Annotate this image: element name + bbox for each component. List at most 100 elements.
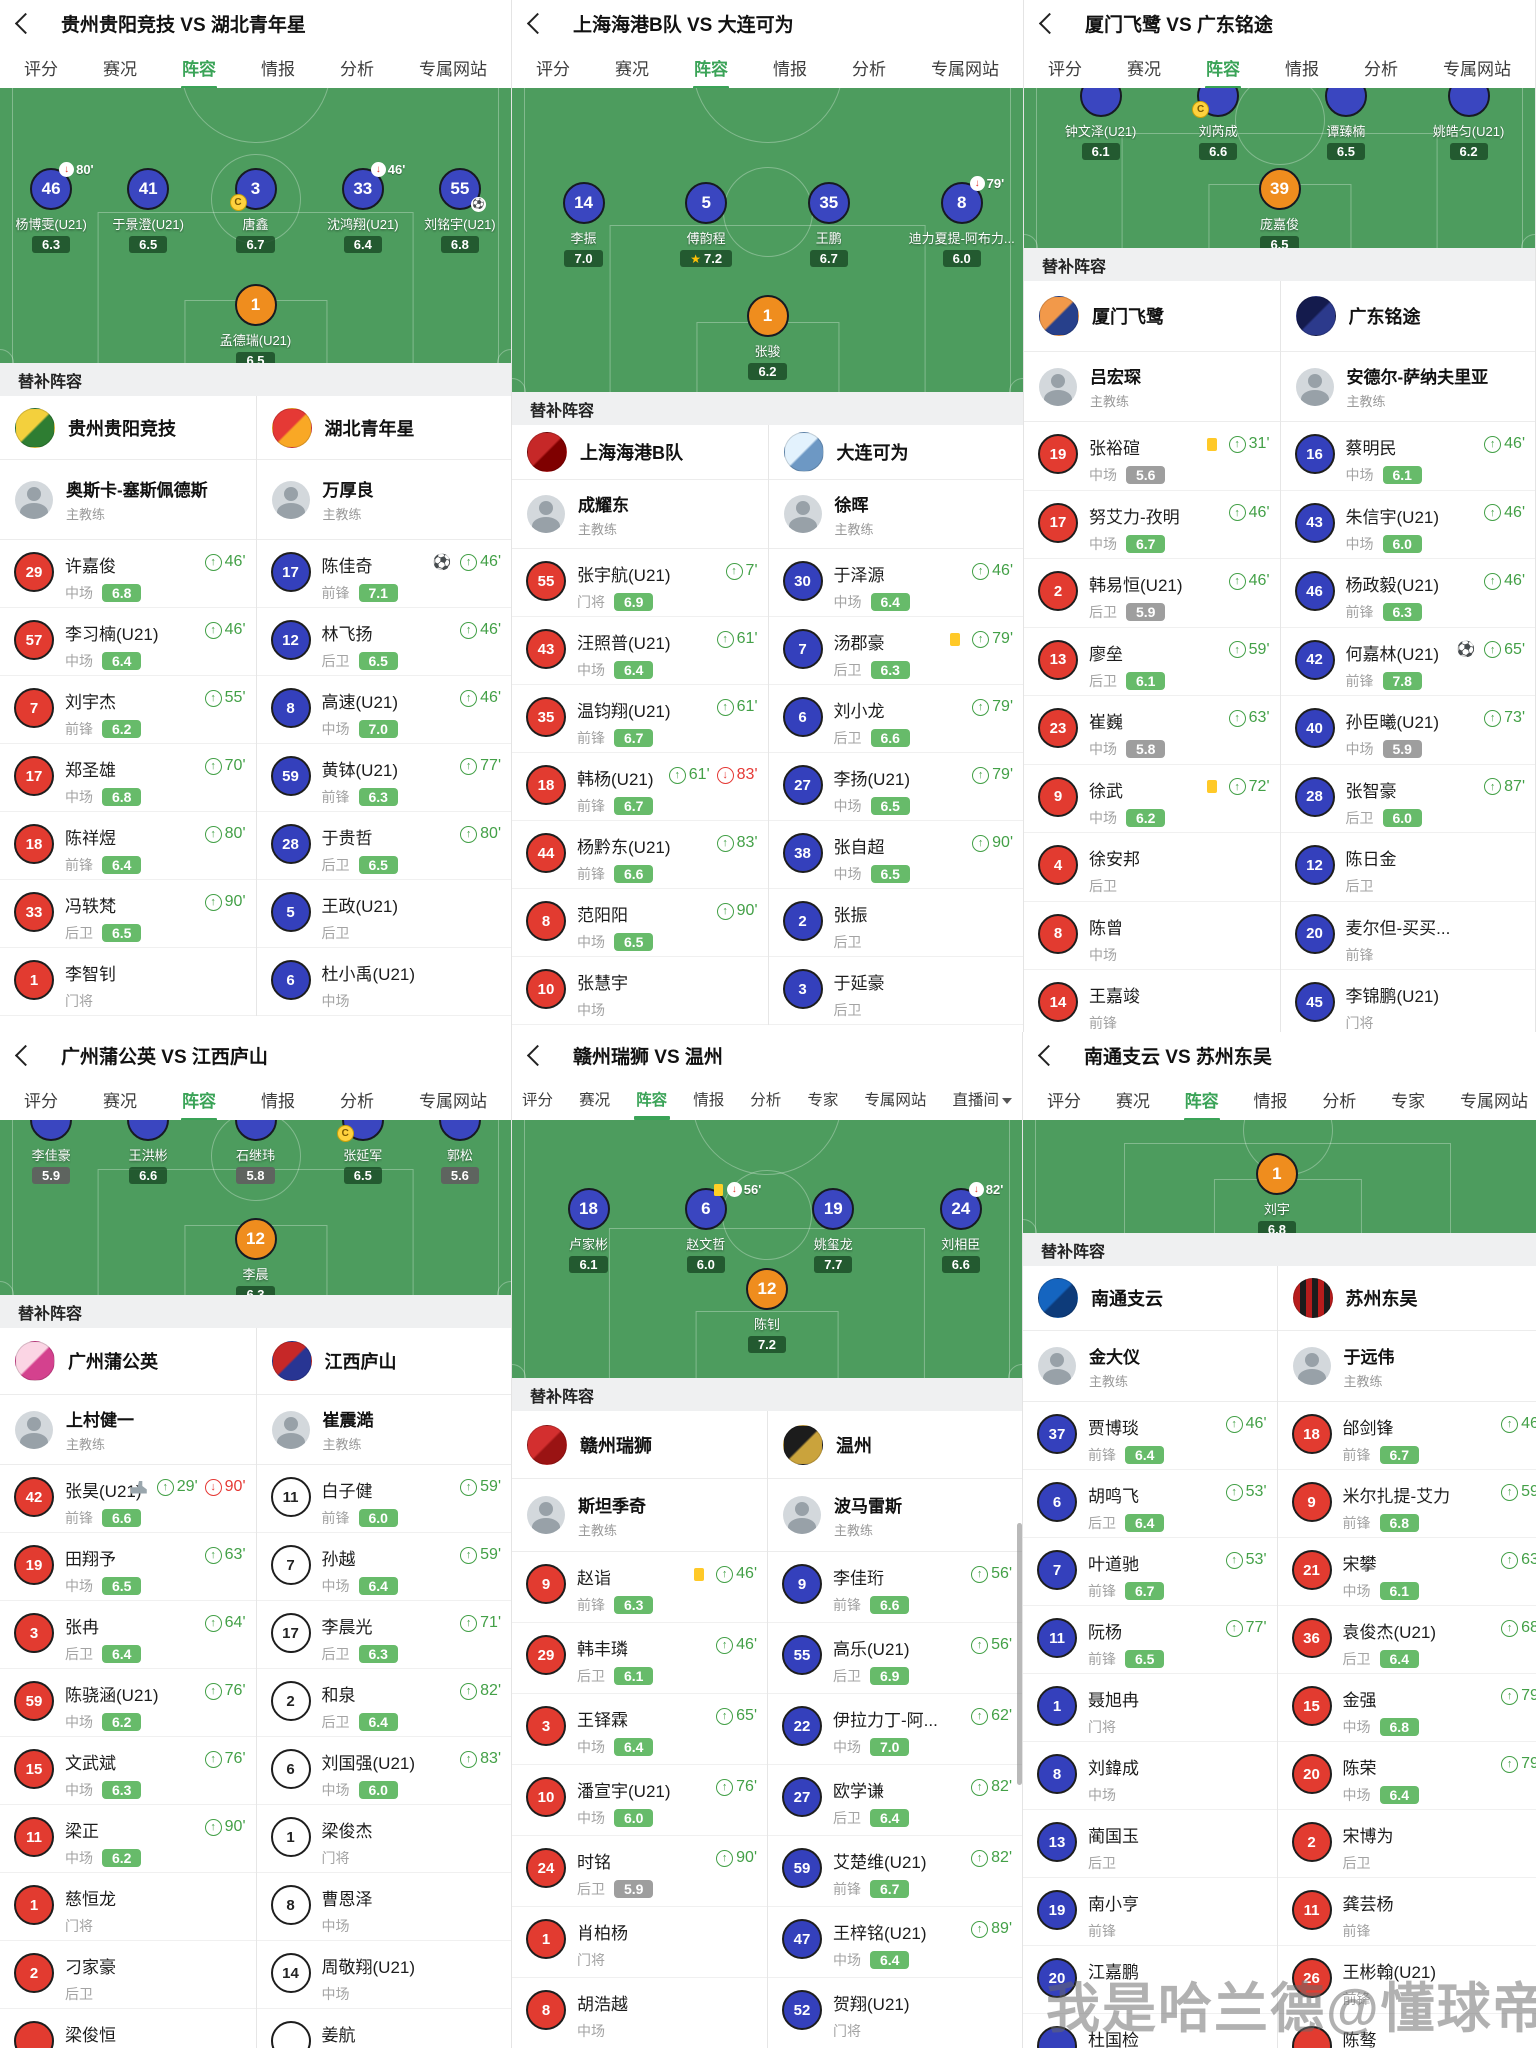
bench-player-row[interactable]: 8 曹恩泽 中场 <box>256 1873 511 1941</box>
field-player[interactable]: 41 于景澄(U21) 6.5 <box>81 168 215 253</box>
field-player[interactable]: 郭松 5.6 <box>393 1120 511 1184</box>
field-player[interactable]: 石继玮 5.8 <box>189 1120 323 1184</box>
bench-player-row[interactable]: 46 杨政毅(U21) 前锋 6.3 ↑ 46' <box>1280 559 1535 628</box>
tab-rating[interactable]: 评分 <box>1047 1091 1081 1111</box>
tab-intel[interactable]: 情报 <box>261 59 295 79</box>
back-button-icon[interactable] <box>526 12 549 34</box>
tab-intel[interactable]: 情报 <box>1285 59 1319 79</box>
bench-player-row[interactable]: 8 高速(U21) 中场 7.0 ↑ 46' <box>256 676 511 744</box>
field-player[interactable]: 1 张骏 6.2 <box>701 295 835 380</box>
bench-player-row[interactable]: 17 郑圣雄 中场 6.8 ↑ 70' <box>0 744 256 812</box>
bench-player-row[interactable]: 29 许嘉俊 中场 6.8 ↑ 46' <box>0 540 256 608</box>
tab-analysis[interactable]: 分析 <box>1322 1091 1357 1111</box>
bench-player-row[interactable]: 2 和泉 后卫 6.4 ↑ 82' <box>256 1669 511 1737</box>
bench-player-row[interactable]: 59 陈骁涵(U21) 中场 6.2 ↑ 76' <box>0 1669 256 1737</box>
tab-match[interactable]: 赛况 <box>579 1092 611 1109</box>
tab-rating[interactable]: 评分 <box>24 1091 58 1111</box>
tab-rating[interactable]: 评分 <box>24 59 58 79</box>
bench-player-row[interactable]: 9 李佳珩 前锋 6.6 ↑ 56' <box>768 1552 1022 1623</box>
bench-player-row[interactable]: 杜国检 <box>1023 2014 1277 2048</box>
tab-intel[interactable]: 情报 <box>773 59 807 79</box>
bench-player-row[interactable]: 42 何嘉林(U21) 前锋 7.8 ⚽ ↑ 65' <box>1280 628 1535 696</box>
tab-website[interactable]: 专属网站 <box>419 59 487 79</box>
field-player[interactable]: 1 孟德瑞(U21) 6.5 <box>189 284 323 363</box>
bench-player-row[interactable]: 57 李习楠(U21) 中场 6.4 ↑ 46' <box>0 608 256 676</box>
bench-player-row[interactable]: 12 林飞扬 后卫 6.5 ↑ 46' <box>256 608 511 676</box>
bench-player-row[interactable]: 42 张昊(U21) 前锋 6.6 ↑ 29' ↓ 90' <box>0 1465 256 1533</box>
bench-player-row[interactable]: 姜航 <box>257 2009 512 2048</box>
field-player[interactable]: 35 王鹏 6.7 <box>762 182 896 267</box>
tab-match[interactable]: 赛况 <box>615 59 649 79</box>
bench-player-row[interactable]: 20 江嘉鹏 <box>1023 1946 1277 2014</box>
team-row[interactable]: 南通支云 <box>1023 1266 1277 1331</box>
field-player[interactable]: 46 ↓ 80' 杨博雯(U21) 6.3 <box>0 162 118 253</box>
bench-player-row[interactable]: 11 阮杨 前锋 6.5 ↑ 77' <box>1023 1606 1277 1674</box>
bench-player-row[interactable]: 20 麦尔但-买买... 前锋 <box>1280 902 1535 970</box>
bench-player-row[interactable]: 24 时铭 后卫 5.9 ↑ 90' <box>512 1836 767 1907</box>
bench-player-row[interactable]: 1 慈恒龙 门将 <box>0 1873 256 1941</box>
bench-player-row[interactable]: 18 韩杨(U21) 前锋 6.7 ↑ 61' ↓ 83' <box>512 753 768 821</box>
bench-player-row[interactable]: 6 刘小龙 后卫 6.6 ↑ 79' <box>768 685 1023 753</box>
field-player[interactable]: C 刘芮成 6.6 <box>1151 88 1285 160</box>
field-player[interactable]: 1 刘宇 6.8 <box>1210 1153 1344 1233</box>
field-player[interactable]: 6 ↓ 56' 赵文哲 6.0 <box>639 1182 773 1273</box>
field-player[interactable]: C 张延军 6.5 <box>296 1120 430 1184</box>
tab-analysis[interactable]: 分析 <box>750 1092 782 1109</box>
bench-player-row[interactable]: 13 廖垒 后卫 6.1 ↑ 59' <box>1024 628 1280 696</box>
bench-player-row[interactable]: 33 冯轶梵 后卫 6.5 ↑ 90' <box>0 880 256 948</box>
tab-match[interactable]: 赛况 <box>103 1091 137 1111</box>
bench-player-row[interactable]: 6 杜小禹(U21) 中场 <box>256 948 511 1016</box>
bench-player-row[interactable]: 12 陈日金 后卫 <box>1280 833 1535 902</box>
bench-player-row[interactable]: 43 朱信宇(U21) 中场 6.0 ↑ 46' <box>1280 491 1535 559</box>
bench-player-row[interactable]: 17 李晨光 后卫 6.3 ↑ 71' <box>256 1601 511 1669</box>
tab-website[interactable]: 专属网站 <box>931 59 999 79</box>
field-player[interactable]: 12 陈钊 7.2 <box>700 1268 834 1353</box>
team-row[interactable]: 苏州东吴 <box>1277 1266 1536 1331</box>
tab-website[interactable]: 专属网站 <box>1443 59 1511 79</box>
tab-match[interactable]: 赛况 <box>103 59 137 79</box>
bench-player-row[interactable]: 3 张冉 后卫 6.4 ↑ 64' <box>0 1601 256 1669</box>
bench-player-row[interactable]: 40 孙臣曦(U21) 中场 5.9 ↑ 73' <box>1280 696 1535 765</box>
tab-website[interactable]: 专属网站 <box>1459 1091 1528 1111</box>
tab-lineup[interactable]: 阵容 <box>182 1087 216 1112</box>
field-player[interactable]: 3 C 唐鑫 6.7 <box>189 168 323 253</box>
bench-player-row[interactable]: 3 王铎霖 中场 6.4 ↑ 65' <box>512 1694 767 1765</box>
bench-player-row[interactable]: 28 张智豪 后卫 6.0 ↑ 87' <box>1280 765 1535 833</box>
bench-player-row[interactable]: 19 张裕碹 中场 5.6 ↑ 31' <box>1024 422 1280 491</box>
bench-player-row[interactable]: 1 聂旭冉 门将 <box>1023 1674 1277 1742</box>
bench-player-row[interactable]: 27 李扬(U21) 中场 6.5 ↑ 79' <box>768 753 1023 821</box>
bench-player-row[interactable]: 1 肖柏杨 门将 <box>512 1907 767 1978</box>
tab-intel[interactable]: 情报 <box>261 1091 295 1111</box>
bench-player-row[interactable]: 43 汪照普(U21) 中场 6.4 ↑ 61' <box>512 617 768 685</box>
bench-player-row[interactable]: 7 孙越 中场 6.4 ↑ 59' <box>256 1533 511 1601</box>
tab-liveroom[interactable]: 直播间 <box>952 1088 1012 1110</box>
field-player[interactable]: 12 李晨 6.3 <box>189 1218 323 1295</box>
bench-player-row[interactable]: 27 欧学谦 后卫 6.4 ↑ 82' <box>768 1765 1022 1836</box>
team-row[interactable]: 赣州瑞狮 <box>512 1411 767 1479</box>
bench-player-row[interactable]: 14 王嘉竣 前锋 <box>1024 970 1280 1032</box>
tab-lineup[interactable]: 阵容 <box>1185 1087 1219 1112</box>
tab-match[interactable]: 赛况 <box>1127 59 1161 79</box>
field-player[interactable]: 李佳豪 5.9 <box>0 1120 118 1184</box>
bench-player-row[interactable]: 7 汤郡豪 后卫 6.3 ↑ 79' <box>768 617 1023 685</box>
tab-website[interactable]: 专属网站 <box>864 1092 927 1109</box>
bench-player-row[interactable]: 59 艾楚维(U21) 前锋 6.7 ↑ 82' <box>768 1836 1022 1907</box>
bench-player-row[interactable]: 15 文武斌 中场 6.3 ↑ 76' <box>0 1737 256 1805</box>
tab-expert[interactable]: 专家 <box>1391 1091 1426 1111</box>
bench-player-row[interactable]: 52 贺翔(U21) 门将 <box>768 1978 1022 2048</box>
bench-player-row[interactable]: 2 韩易恒(U21) 后卫 5.9 ↑ 46' <box>1024 559 1280 628</box>
team-row[interactable]: 贵州贵阳竞技 <box>0 396 256 460</box>
tab-rating[interactable]: 评分 <box>536 59 570 79</box>
field-player[interactable]: 24 ↓ 82' 刘相臣 6.6 <box>894 1182 1022 1273</box>
tab-lineup[interactable]: 阵容 <box>694 55 728 80</box>
team-row[interactable]: 上海海港B队 <box>512 425 768 480</box>
tab-lineup[interactable]: 阵容 <box>182 55 216 80</box>
bench-player-row[interactable]: 59 黄钵(U21) 前锋 6.3 ↑ 77' <box>256 744 511 812</box>
bench-player-row[interactable]: 29 韩丰璘 后卫 6.1 ↑ 46' <box>512 1623 767 1694</box>
team-row[interactable]: 厦门飞鹭 <box>1024 281 1280 352</box>
bench-player-row[interactable]: 7 刘宇杰 前锋 6.2 ↑ 55' <box>0 676 256 744</box>
field-player[interactable]: 18 卢家彬 6.1 <box>522 1188 656 1273</box>
bench-player-row[interactable]: 30 于泽源 中场 6.4 ↑ 46' <box>768 549 1023 617</box>
